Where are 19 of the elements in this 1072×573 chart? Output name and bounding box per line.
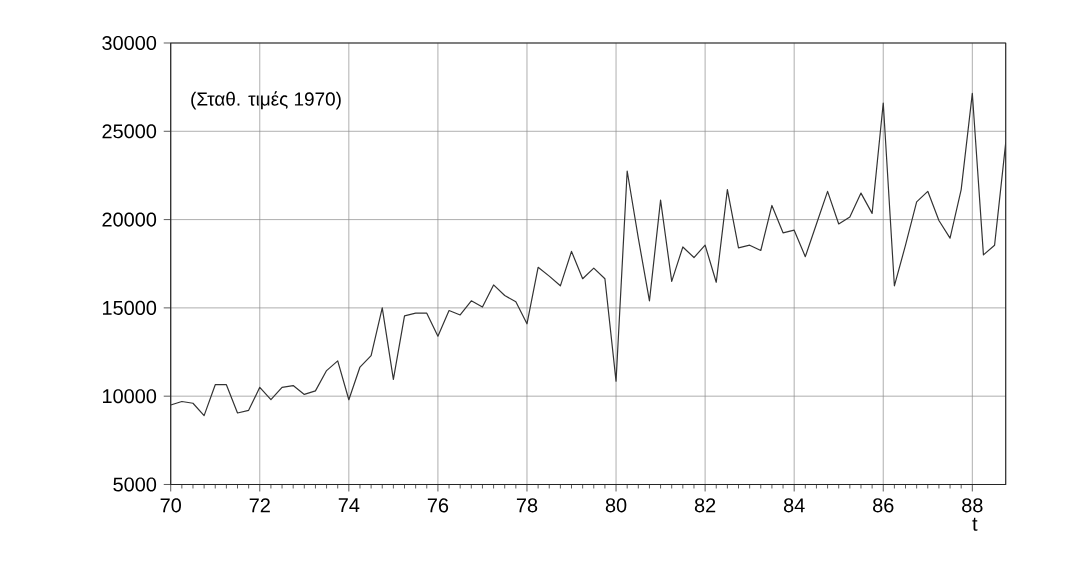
x-tick-label: 76 bbox=[427, 498, 449, 513]
y-tick-label: 30000 bbox=[102, 35, 157, 51]
y-tick-label: 10000 bbox=[103, 389, 157, 404]
line-series bbox=[170, 92, 1006, 417]
x-tick-label: 72 bbox=[249, 498, 270, 513]
x-tick-label: 80 bbox=[605, 498, 627, 513]
x-tick-label: 86 bbox=[873, 498, 894, 513]
x-tick-label: 88 bbox=[962, 498, 983, 513]
x-tick-label: 70 bbox=[160, 498, 181, 513]
x-tick-label: 84 bbox=[783, 498, 805, 513]
x-tick-label: 78 bbox=[516, 498, 538, 513]
annotation: (Σταθ. τιμές 1970) bbox=[191, 91, 341, 110]
x-tick-label: 74 bbox=[338, 498, 360, 513]
y-tick-label: 5000 bbox=[113, 477, 157, 492]
y-tick-label: 25000 bbox=[102, 124, 157, 139]
x-axis-title: t bbox=[972, 517, 978, 531]
x-tick-label: 82 bbox=[694, 498, 716, 513]
y-tick-label: 20000 bbox=[102, 212, 157, 227]
y-tick-label: 15000 bbox=[103, 300, 157, 315]
